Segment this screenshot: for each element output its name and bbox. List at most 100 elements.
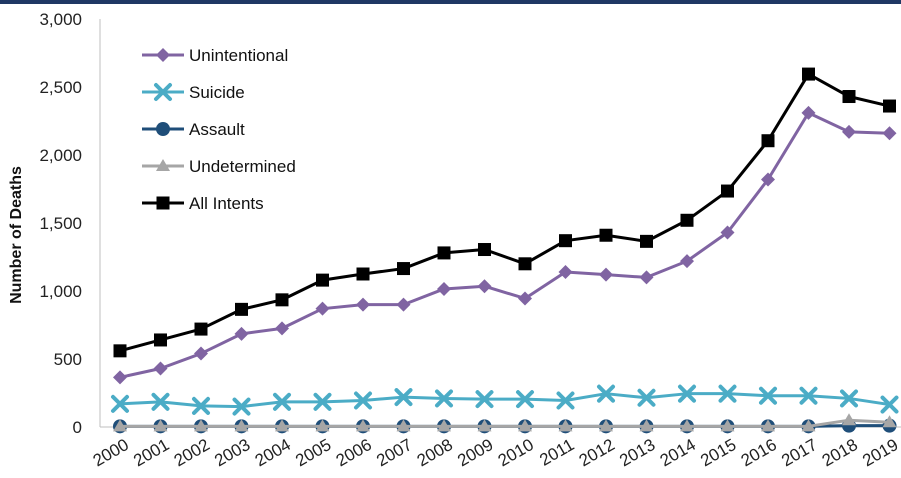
data-point-unintentional	[680, 254, 694, 269]
x-tick-label: 2006	[333, 435, 375, 470]
legend-item-assault: Assault	[142, 120, 245, 139]
data-point-unintentional	[599, 267, 613, 282]
legend-item-unintentional: Unintentional	[142, 46, 288, 65]
legend-marker	[156, 122, 170, 136]
data-point-undetermined	[639, 419, 654, 432]
x-tick-label: 2016	[738, 435, 780, 470]
series-line-unintentional	[119, 111, 890, 379]
data-point-undetermined	[194, 419, 208, 432]
data-point-all-intents	[802, 67, 815, 81]
data-point-undetermined	[477, 419, 492, 432]
series-unintentional	[113, 105, 897, 385]
data-point-all-intents	[761, 134, 775, 148]
x-tick-label: 2017	[778, 435, 820, 470]
data-point-all-intents	[883, 99, 896, 113]
y-tick-label: 0	[73, 418, 82, 437]
y-tick-label: 1,000	[39, 282, 82, 301]
data-point-unintentional	[801, 105, 816, 120]
y-tick-labels: 0 500 1,000 1,500 2,000 2,500 3,000	[39, 10, 82, 437]
legend-marker	[154, 83, 172, 101]
data-point-suicide	[597, 384, 615, 403]
data-point-unintentional	[315, 301, 330, 316]
series-line-suicide	[119, 392, 890, 409]
x-tick-label: 2010	[495, 435, 537, 470]
y-tick-label: 500	[54, 350, 82, 369]
series-line-all-intents	[119, 72, 890, 353]
data-point-suicide	[192, 396, 210, 415]
data-point-undetermined	[761, 419, 775, 432]
x-tick-label: 2000	[90, 435, 132, 470]
data-point-undetermined	[518, 419, 532, 432]
data-point-unintentional	[113, 370, 127, 385]
data-point-undetermined	[315, 419, 330, 432]
data-point-undetermined	[113, 419, 127, 432]
y-axis-title: Number of Deaths	[8, 166, 25, 304]
data-point-unintentional	[720, 225, 735, 240]
y-tick-label: 2,500	[39, 78, 82, 97]
x-tick-label: 2005	[292, 435, 334, 470]
data-point-undetermined	[882, 415, 897, 428]
data-point-unintentional	[639, 270, 654, 285]
legend: Unintentional Suicide Assault Undetermined A…	[142, 46, 296, 213]
data-point-unintentional	[234, 326, 249, 341]
data-point-all-intents	[559, 234, 572, 248]
data-point-unintentional	[396, 297, 411, 312]
data-point-suicide	[556, 391, 575, 410]
data-point-unintentional	[518, 291, 532, 306]
legend-label: Suicide	[189, 83, 245, 102]
legend-label: All Intents	[189, 194, 264, 213]
data-point-undetermined	[680, 419, 694, 432]
data-point-unintentional	[437, 281, 451, 296]
data-point-undetermined	[842, 413, 856, 426]
x-tick-label: 2004	[252, 435, 294, 470]
data-point-all-intents	[154, 333, 167, 347]
data-point-undetermined	[437, 419, 451, 432]
x-tick-label: 2009	[454, 435, 496, 470]
data-point-unintentional	[356, 297, 370, 312]
x-tick-label: 2012	[576, 435, 618, 470]
data-point-all-intents	[518, 257, 532, 271]
data-point-suicide	[880, 395, 899, 414]
data-point-suicide	[718, 384, 737, 403]
x-tick-label: 2011	[536, 435, 577, 470]
data-point-undetermined	[599, 419, 613, 432]
x-tick-label: 2014	[657, 435, 699, 470]
x-tick-label: 2008	[414, 435, 456, 470]
data-point-suicide	[637, 388, 656, 407]
data-point-undetermined	[275, 419, 289, 432]
data-point-undetermined	[396, 419, 411, 432]
data-point-suicide	[232, 397, 251, 416]
data-point-suicide	[273, 392, 291, 411]
data-point-unintentional	[194, 346, 208, 361]
x-tick-label: 2015	[697, 435, 739, 470]
data-point-undetermined	[801, 419, 816, 432]
data-point-suicide	[840, 389, 858, 408]
legend-item-all-intents: All Intents	[142, 194, 264, 213]
legend-label: Undetermined	[189, 157, 296, 176]
y-tick-label: 2,000	[39, 146, 82, 165]
data-point-undetermined	[720, 419, 735, 432]
legend-item-suicide: Suicide	[142, 83, 245, 102]
x-tick-label: 2018	[819, 435, 861, 470]
series-suicide	[111, 384, 899, 416]
data-point-suicide	[354, 391, 372, 410]
data-point-suicide	[678, 384, 696, 403]
x-tick-label: 2001	[130, 435, 172, 470]
data-point-all-intents	[599, 228, 613, 242]
data-point-all-intents	[478, 243, 491, 257]
x-tick-label: 2007	[373, 435, 415, 470]
data-point-unintentional	[275, 321, 289, 336]
data-point-all-intents	[356, 267, 370, 281]
data-point-all-intents	[640, 234, 653, 248]
data-point-all-intents	[275, 293, 289, 307]
axes	[99, 19, 901, 428]
series-all-intents	[113, 67, 896, 358]
data-point-suicide	[475, 390, 494, 409]
y-tick-label: 3,000	[39, 10, 82, 29]
data-point-suicide	[759, 386, 777, 405]
data-point-suicide	[394, 388, 413, 407]
legend-label: Unintentional	[189, 46, 288, 65]
series-line-undetermined	[120, 418, 890, 428]
x-tick-labels: 2000200120022003200420052006200720082009…	[90, 435, 901, 470]
